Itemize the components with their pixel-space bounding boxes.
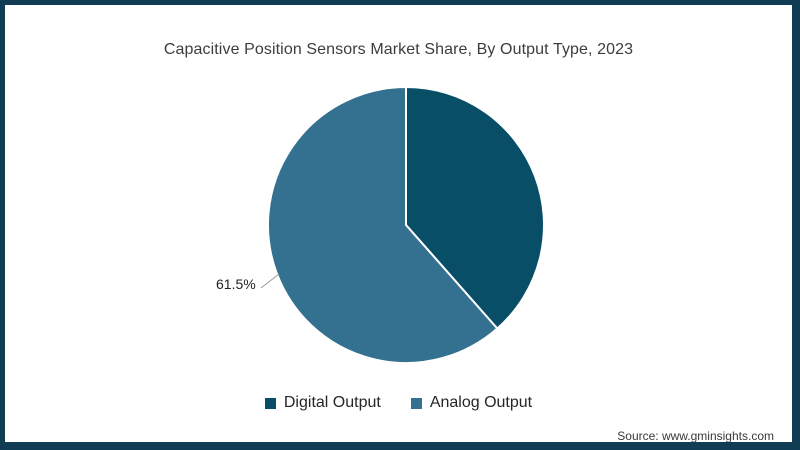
chart-title: Capacitive Position Sensors Market Share… — [163, 41, 634, 58]
label-leader-line — [260, 273, 280, 289]
legend-swatch-digital-icon — [264, 397, 276, 409]
pie-slice-analog-output — [267, 86, 499, 364]
legend-label-analog-output: Analog Output — [429, 394, 533, 411]
legend-item-analog-output: Analog Output — [410, 394, 533, 412]
pie-chart — [260, 86, 545, 364]
analog-slice-percentage-label: 61.5% — [216, 276, 256, 292]
legend-swatch-analog-icon — [410, 397, 422, 409]
legend-item-digital-output: Digital Output — [264, 394, 381, 412]
legend-label-digital-output: Digital Output — [283, 394, 381, 411]
source-attribution: Source: www.gminsights.com — [617, 429, 774, 443]
pie-slice-digital-output — [405, 86, 545, 330]
legend: Digital Output Analog Output — [5, 394, 792, 412]
